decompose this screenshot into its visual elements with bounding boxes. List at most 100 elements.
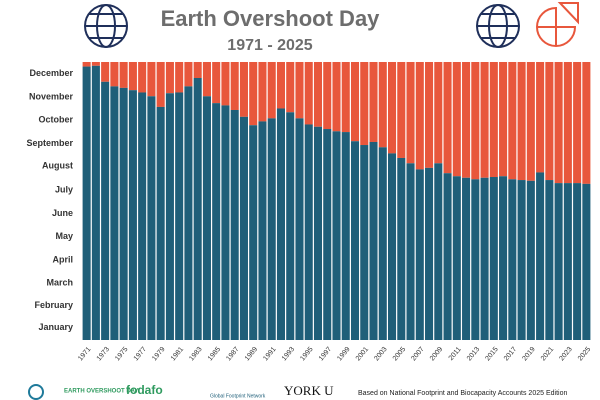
remainder-bar [212, 62, 221, 104]
bar [313, 126, 323, 341]
remainder-bar [175, 62, 184, 93]
bar [582, 183, 591, 340]
x-tick-label: 2005 [392, 346, 407, 363]
remainder-bar [286, 62, 295, 113]
bar [119, 87, 128, 340]
y-tick-label: March [46, 277, 73, 287]
remainder-bar [230, 62, 239, 110]
bar [156, 106, 165, 341]
remainder-bar [378, 62, 387, 148]
bar [184, 86, 193, 340]
y-tick-label: May [55, 231, 73, 241]
remainder-bar [249, 62, 258, 126]
remainder-bar [267, 62, 276, 119]
x-tick-label: 2001 [355, 346, 370, 363]
bar [110, 86, 119, 340]
bar [221, 105, 230, 340]
bar [415, 169, 424, 340]
bar [323, 129, 332, 340]
bar [452, 176, 461, 340]
remainder-bar [582, 62, 591, 184]
bar [230, 109, 239, 341]
remainder-bar [443, 62, 452, 174]
remainder-bar [110, 62, 119, 87]
y-tick-label: January [38, 322, 73, 332]
remainder-bar [526, 62, 535, 181]
bar [304, 124, 313, 340]
x-tick-label: 1989 [244, 346, 259, 363]
bar [545, 180, 554, 340]
bar [212, 103, 221, 340]
bar [138, 92, 147, 340]
remainder-bar [397, 62, 406, 158]
bar [434, 163, 443, 340]
remainder-bar [295, 62, 304, 119]
bar [378, 147, 387, 340]
y-tick-label: September [26, 138, 73, 148]
bar [563, 183, 572, 340]
bar [332, 131, 341, 340]
remainder-bar [193, 62, 202, 78]
bar [360, 145, 369, 340]
remainder-bar [332, 62, 341, 132]
remainder-bar [184, 62, 193, 87]
bar [350, 141, 360, 340]
x-tick-label: 2003 [373, 346, 388, 363]
remainder-bar [425, 62, 434, 168]
x-tick-label: 1987 [225, 346, 240, 363]
remainder-bar [415, 62, 424, 170]
bar [295, 118, 304, 341]
remainder-bar [119, 62, 128, 88]
bar [82, 66, 91, 341]
remainder-bar [239, 62, 248, 117]
remainder-bar [573, 62, 582, 184]
x-tick-label: 1979 [151, 346, 166, 363]
remainder-bar [313, 62, 323, 127]
remainder-bar [82, 62, 91, 67]
x-tick-label: 1997 [318, 346, 333, 363]
x-tick-label: 2025 [577, 346, 592, 363]
y-tick-label: July [55, 184, 73, 194]
remainder-bar [480, 62, 489, 178]
remainder-bar [554, 62, 563, 184]
bar [175, 92, 184, 340]
y-tick-label: April [52, 254, 73, 264]
x-tick-label: 2009 [429, 346, 444, 363]
remainder-bar [563, 62, 572, 184]
bar [425, 167, 434, 340]
logo-icon [28, 384, 44, 400]
remainder-bar [221, 62, 230, 106]
x-tick-label: 1977 [133, 346, 148, 363]
remainder-bar [350, 62, 360, 142]
y-tick-label: August [42, 161, 73, 171]
bar [91, 65, 100, 340]
x-tick-label: 2015 [484, 346, 499, 363]
x-tick-label: 2007 [410, 346, 425, 363]
bar [388, 153, 397, 340]
remainder-bar [276, 62, 285, 109]
remainder-bar [258, 62, 267, 122]
bar [147, 96, 156, 340]
remainder-bar [156, 62, 165, 107]
y-tick-label: November [29, 91, 74, 101]
bar [517, 180, 526, 340]
remainder-bar [360, 62, 369, 146]
chart-title: Earth Overshoot Day [161, 6, 381, 31]
bar [258, 121, 267, 340]
x-tick-label: 2011 [448, 346, 463, 362]
remainder-bar [304, 62, 313, 125]
bar [193, 77, 202, 341]
x-tick-label: 2019 [521, 346, 536, 363]
footer-logo: YORK U [284, 383, 334, 398]
bar [276, 108, 285, 341]
x-tick-label: 2023 [558, 346, 573, 363]
bar [471, 179, 480, 340]
remainder-bar [545, 62, 554, 181]
bar [536, 172, 545, 340]
x-tick-label: 1971 [77, 346, 92, 363]
bar [239, 116, 248, 341]
x-tick-label: 1995 [299, 346, 314, 363]
remainder-bar [165, 62, 174, 94]
remainder-bar [452, 62, 461, 177]
